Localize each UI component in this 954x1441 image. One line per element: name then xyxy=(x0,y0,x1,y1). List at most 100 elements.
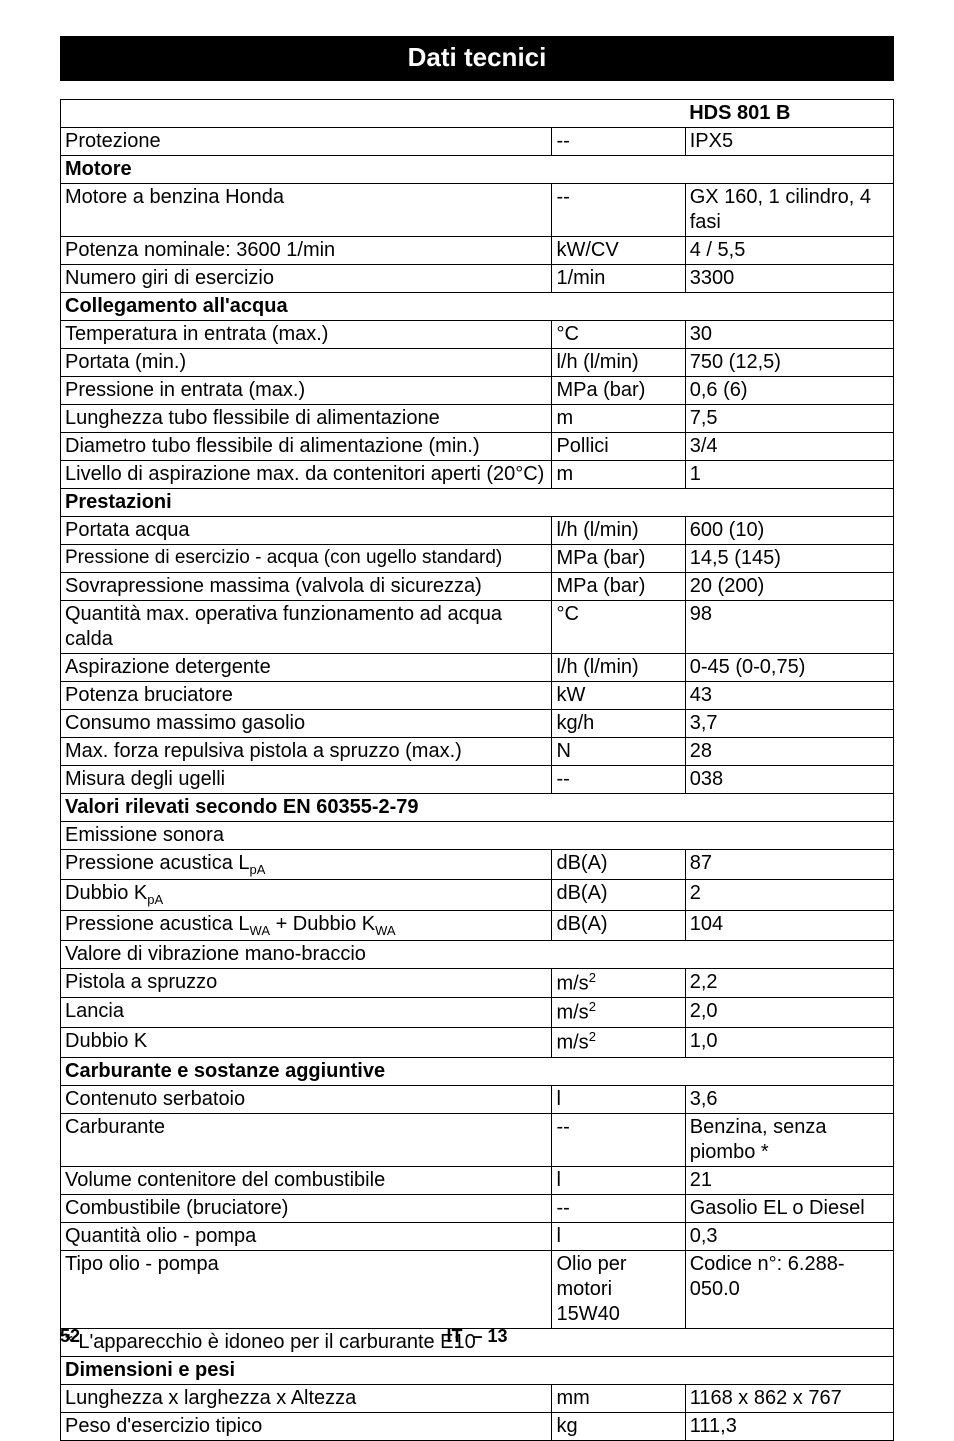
cell-unit: m/s2 xyxy=(552,998,685,1028)
cell-value: 4 / 5,5 xyxy=(685,237,893,265)
cell-value: 111,3 xyxy=(685,1412,893,1440)
cell-value: 28 xyxy=(685,738,893,766)
cell-value: 104 xyxy=(685,910,893,940)
row-emissione-sonora: Emissione sonora xyxy=(61,822,894,850)
cell-label: Lunghezza x larghezza x Altezza xyxy=(61,1384,552,1412)
cell-unit: -- xyxy=(552,128,685,156)
row-peso: Peso d'esercizio tipico kg 111,3 xyxy=(61,1412,894,1440)
section-label: Motore xyxy=(61,156,894,184)
cell-value: 43 xyxy=(685,682,893,710)
cell-unit: MPa (bar) xyxy=(552,545,685,573)
cell-label: Pressione in entrata (max.) xyxy=(61,377,552,405)
cell-unit: l/h (l/min) xyxy=(552,517,685,545)
cell-unit: kW/CV xyxy=(552,237,685,265)
cell-label: Quantità olio - pompa xyxy=(61,1222,552,1250)
cell-label: Motore a benzina Honda xyxy=(61,184,552,237)
row-diametro-tubo: Diametro tubo flessibile di alimentazion… xyxy=(61,433,894,461)
specs-table: HDS 801 B Protezione -- IPX5 Motore Moto… xyxy=(60,99,894,1441)
cell-label: Portata acqua xyxy=(61,517,552,545)
row-protezione: Protezione -- IPX5 xyxy=(61,128,894,156)
cell-label: Potenza bruciatore xyxy=(61,682,552,710)
cell-label: Max. forza repulsiva pistola a spruzzo (… xyxy=(61,738,552,766)
header-model: HDS 801 B xyxy=(685,100,893,128)
cell-label: Diametro tubo flessibile di alimentazion… xyxy=(61,433,552,461)
cell-value: 1,0 xyxy=(685,1028,893,1058)
cell-label: Combustibile (bruciatore) xyxy=(61,1194,552,1222)
cell-unit: dB(A) xyxy=(552,850,685,880)
cell-value: 30 xyxy=(685,321,893,349)
cell-value: 0,6 (6) xyxy=(685,377,893,405)
cell-label: Livello di aspirazione max. da contenito… xyxy=(61,461,552,489)
cell-unit: dB(A) xyxy=(552,880,685,910)
row-dubbio-kpa: Dubbio KpA dB(A) 2 xyxy=(61,880,894,910)
row-portata-acqua: Portata acqua l/h (l/min) 600 (10) xyxy=(61,517,894,545)
section-collegamento: Collegamento all'acqua xyxy=(61,293,894,321)
cell-value: 0,3 xyxy=(685,1222,893,1250)
cell-value: 20 (200) xyxy=(685,573,893,601)
row-aspirazione-detergente: Aspirazione detergente l/h (l/min) 0-45 … xyxy=(61,654,894,682)
cell-label: Protezione xyxy=(61,128,552,156)
cell-label: Dubbio KpA xyxy=(61,880,552,910)
cell-unit: l xyxy=(552,1222,685,1250)
row-pistola-spruzzo: Pistola a spruzzo m/s2 2,2 xyxy=(61,968,894,998)
cell-label: Valore di vibrazione mano-braccio xyxy=(61,940,894,968)
section-label: Prestazioni xyxy=(61,489,894,517)
cell-value: 3,6 xyxy=(685,1085,893,1113)
row-lunghezza-larghezza: Lunghezza x larghezza x Altezza mm 1168 … xyxy=(61,1384,894,1412)
row-max-forza: Max. forza repulsiva pistola a spruzzo (… xyxy=(61,738,894,766)
section-valori: Valori rilevati secondo EN 60355-2-79 xyxy=(61,794,894,822)
row-potenza-bruciatore: Potenza bruciatore kW 43 xyxy=(61,682,894,710)
cell-value: Gasolio EL o Diesel xyxy=(685,1194,893,1222)
cell-value: 98 xyxy=(685,601,893,654)
row-motore-honda: Motore a benzina Honda -- GX 160, 1 cili… xyxy=(61,184,894,237)
cell-value: 1168 x 862 x 767 xyxy=(685,1384,893,1412)
cell-unit: dB(A) xyxy=(552,910,685,940)
cell-unit: MPa (bar) xyxy=(552,377,685,405)
section-label: Collegamento all'acqua xyxy=(61,293,894,321)
cell-unit: kW xyxy=(552,682,685,710)
row-tipo-olio: Tipo olio - pompa Olio per motori 15W40 … xyxy=(61,1250,894,1328)
cell-label: Sovrapressione massima (valvola di sicur… xyxy=(61,573,552,601)
cell-value: 2,2 xyxy=(685,968,893,998)
cell-value: IPX5 xyxy=(685,128,893,156)
cell-unit: °C xyxy=(552,601,685,654)
cell-value: 038 xyxy=(685,766,893,794)
section-dimensioni: Dimensioni e pesi xyxy=(61,1356,894,1384)
cell-unit: -- xyxy=(552,1113,685,1166)
cell-value: 21 xyxy=(685,1166,893,1194)
cell-unit: -- xyxy=(552,766,685,794)
cell-label: Volume contenitore del combustibile xyxy=(61,1166,552,1194)
row-numero-giri: Numero giri di esercizio 1/min 3300 xyxy=(61,265,894,293)
header-empty-1 xyxy=(61,100,552,128)
cell-label: Dubbio K xyxy=(61,1028,552,1058)
cell-value: Benzina, senza piombo * xyxy=(685,1113,893,1166)
cell-value: 600 (10) xyxy=(685,517,893,545)
cell-label: Quantità max. operativa funzionamento ad… xyxy=(61,601,552,654)
section-label: Dimensioni e pesi xyxy=(61,1356,894,1384)
cell-unit: m/s2 xyxy=(552,968,685,998)
row-pressione-acustica-lwa: Pressione acustica LWA + Dubbio KWA dB(A… xyxy=(61,910,894,940)
cell-label: Peso d'esercizio tipico xyxy=(61,1412,552,1440)
cell-label: Portata (min.) xyxy=(61,349,552,377)
cell-value: 3,7 xyxy=(685,710,893,738)
cell-unit: -- xyxy=(552,184,685,237)
cell-unit: m/s2 xyxy=(552,1028,685,1058)
cell-value: Codice n°: 6.288-050.0 xyxy=(685,1250,893,1328)
cell-label: Tipo olio - pompa xyxy=(61,1250,552,1328)
cell-unit: Olio per motori 15W40 xyxy=(552,1250,685,1328)
row-livello-aspirazione: Livello di aspirazione max. da contenito… xyxy=(61,461,894,489)
row-quantita-max: Quantità max. operativa funzionamento ad… xyxy=(61,601,894,654)
cell-unit: °C xyxy=(552,321,685,349)
cell-value: 1 xyxy=(685,461,893,489)
cell-label: Contenuto serbatoio xyxy=(61,1085,552,1113)
cell-label: Consumo massimo gasolio xyxy=(61,710,552,738)
row-temp-entrata: Temperatura in entrata (max.) °C 30 xyxy=(61,321,894,349)
row-valore-vibrazione: Valore di vibrazione mano-braccio xyxy=(61,940,894,968)
cell-label: Pressione acustica LpA xyxy=(61,850,552,880)
cell-unit: kg/h xyxy=(552,710,685,738)
row-sovrapressione: Sovrapressione massima (valvola di sicur… xyxy=(61,573,894,601)
row-quantita-olio: Quantità olio - pompa l 0,3 xyxy=(61,1222,894,1250)
cell-unit: mm xyxy=(552,1384,685,1412)
cell-unit: m xyxy=(552,461,685,489)
cell-unit: l/h (l/min) xyxy=(552,349,685,377)
